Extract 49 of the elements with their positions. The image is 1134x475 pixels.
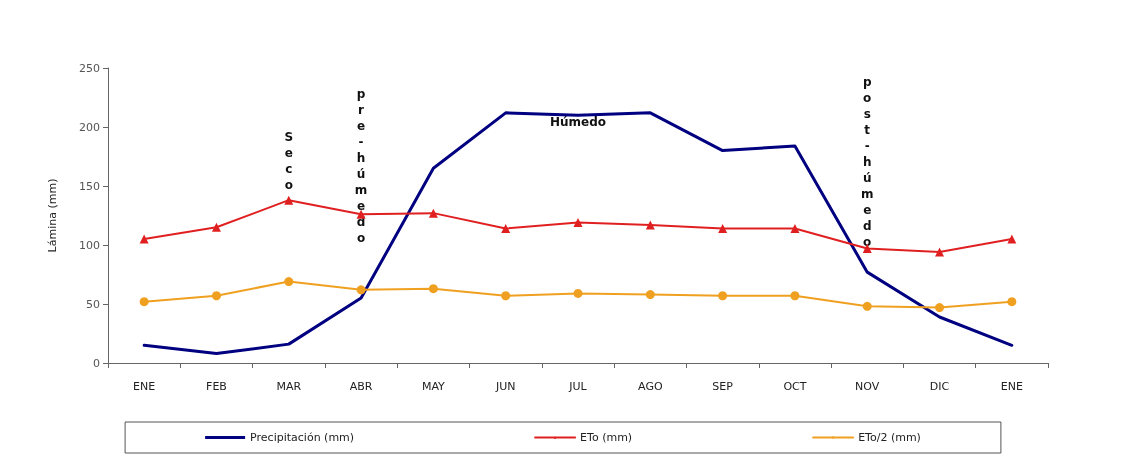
point: [1007, 234, 1017, 244]
x-tick-label: ABR: [349, 380, 373, 393]
x-tick-label: FEB: [206, 380, 227, 393]
annotation: Seco: [284, 130, 294, 193]
point: [935, 247, 945, 257]
x-tick-label: MAR: [276, 380, 302, 393]
point: [284, 195, 294, 205]
point: [862, 301, 872, 311]
legend-label: ETo (mm): [580, 431, 633, 444]
point: [501, 291, 511, 301]
x-tick-label: AGO: [638, 380, 663, 393]
point: [501, 223, 511, 233]
annotation: Húmedo: [549, 115, 607, 130]
point: [139, 297, 149, 307]
y-tick-label: 0: [93, 356, 100, 370]
y-tick-label: 50: [86, 297, 100, 311]
point: [790, 223, 800, 233]
point: [356, 285, 366, 295]
y-tick-label: 200: [79, 120, 100, 134]
point: [428, 284, 438, 294]
y-tick-label: 150: [79, 179, 100, 193]
x-tick-label: ENE: [1000, 380, 1023, 393]
y-tick-label: 100: [79, 238, 100, 252]
x-tick-label: JUN: [494, 380, 516, 393]
x-tick-label: JUL: [568, 380, 588, 393]
point: [428, 208, 438, 218]
x-tick-label: ENE: [133, 380, 156, 393]
x-tick-label: MAY: [421, 380, 446, 393]
text: post-húmedo: [860, 74, 874, 249]
point: [573, 218, 583, 228]
x-tick-label: SEP: [712, 380, 734, 393]
x-tick-label: NOV: [855, 380, 880, 393]
point: [211, 222, 221, 232]
y-tick-label: 250: [79, 61, 100, 75]
point: [790, 291, 800, 301]
point: [645, 290, 655, 300]
x-tick-label: OCT: [783, 380, 807, 393]
point: [211, 291, 221, 301]
point: [718, 291, 728, 301]
point: [1007, 297, 1017, 307]
point: [935, 303, 945, 313]
y-axis-title: Lámina (mm): [46, 178, 59, 253]
point: [139, 234, 149, 244]
point: [284, 277, 294, 287]
point: [718, 223, 728, 233]
point: [573, 288, 583, 298]
x-tick-label: DIC: [929, 380, 950, 393]
legend-label: Precipitación (mm): [250, 431, 355, 444]
legend-label: ETo/2 (mm): [858, 431, 921, 444]
